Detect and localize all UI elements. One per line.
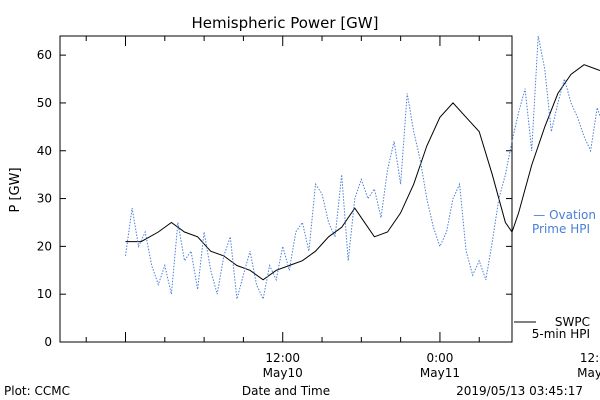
x-tick-label-time: 12:00	[580, 351, 600, 365]
y-tick-label: 30	[37, 192, 52, 206]
y-axis-label: P [GW]	[8, 167, 23, 212]
footer-source: Plot: CCMC	[4, 384, 70, 398]
x-tick-label-date: May10	[263, 366, 303, 380]
y-axis: 0 10 20 30 40 50 60	[37, 48, 512, 349]
x-tick-label-date: May11	[420, 366, 460, 380]
plot-frame	[59, 35, 513, 343]
series-line-swpc	[125, 64, 600, 281]
legend-swpc-line2: 5-min HPI	[532, 327, 590, 341]
y-tick-label: 10	[37, 287, 52, 301]
legend-ovation-line2: Prime HPI	[532, 222, 590, 236]
x-axis: 12:00May100:00May1112:00May110:00May1212…	[85, 36, 600, 380]
footer-timestamp: 2019/05/13 03:45:17	[456, 384, 583, 398]
series-line-ovation	[125, 35, 600, 301]
y-tick-label: 0	[44, 335, 52, 349]
x-tick-label-time: 12:00	[265, 351, 300, 365]
legend: — Ovation Prime HPI SWPC 5-min HPI	[514, 208, 596, 341]
legend-ovation-line1: — Ovation	[533, 208, 596, 222]
chart-title: Hemispheric Power [GW]	[192, 14, 379, 32]
x-axis-label: Date and Time	[242, 384, 330, 398]
y-tick-label: 60	[37, 48, 52, 62]
y-tick-label: 50	[37, 96, 52, 110]
series-layer	[125, 35, 600, 301]
y-tick-label: 40	[37, 144, 52, 158]
y-tick-label: 20	[37, 239, 52, 253]
legend-swpc-line1: SWPC	[555, 315, 590, 329]
x-tick-label-time: 0:00	[426, 351, 453, 365]
x-tick-label-date: May11	[577, 366, 600, 380]
